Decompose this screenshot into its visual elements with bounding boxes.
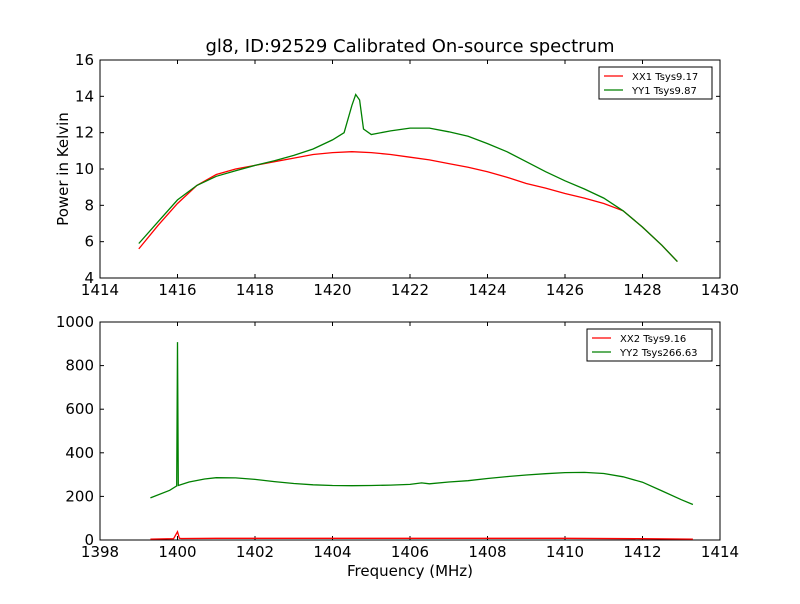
y-tick-label: 400 xyxy=(65,444,94,462)
y-tick-label: 10 xyxy=(75,160,94,178)
x-tick-label: 1428 xyxy=(623,281,661,299)
y-tick-label: 0 xyxy=(84,531,94,549)
y-tick-label: 1000 xyxy=(56,313,94,331)
y-tick-label: 12 xyxy=(75,124,94,142)
y-tick-label: 6 xyxy=(84,233,94,251)
x-tick-label: 1416 xyxy=(158,281,196,299)
x-tick-label: 1418 xyxy=(236,281,274,299)
x-tick-label: 1412 xyxy=(623,543,661,561)
y-tick-label: 200 xyxy=(65,487,94,505)
series-line-xx1 xyxy=(138,151,678,263)
x-tick-label: 1400 xyxy=(158,543,196,561)
y-tick-label: 800 xyxy=(65,357,94,375)
y-axis-label: Power in Kelvin xyxy=(54,112,72,226)
x-tick-label: 1422 xyxy=(391,281,429,299)
x-tick-label: 1408 xyxy=(468,543,506,561)
x-tick-label: 1430 xyxy=(701,281,739,299)
legend-entry: YY1 Tsys9.87 xyxy=(631,86,697,97)
x-tick-label: 1402 xyxy=(236,543,274,561)
y-tick-label: 14 xyxy=(75,87,94,105)
x-axis-label: Frequency (MHz) xyxy=(347,562,473,580)
series-line-yy1 xyxy=(138,93,678,263)
legend-entry: XX2 Tsys9.16 xyxy=(620,334,686,345)
y-tick-label: 4 xyxy=(84,269,94,287)
x-tick-label: 1410 xyxy=(546,543,584,561)
y-tick-label: 16 xyxy=(75,51,94,69)
x-tick-label: 1414 xyxy=(81,281,119,299)
x-tick-label: 1414 xyxy=(701,543,739,561)
x-tick-label: 1406 xyxy=(391,543,429,561)
x-tick-label: 1426 xyxy=(546,281,584,299)
x-tick-label: 1398 xyxy=(81,543,119,561)
x-tick-label: 1404 xyxy=(313,543,351,561)
y-tick-label: 8 xyxy=(84,196,94,214)
legend-entry: YY2 Tsys266.63 xyxy=(619,348,698,359)
legend-entry: XX1 Tsys9.17 xyxy=(632,72,698,83)
chart-title: gl8, ID:92529 Calibrated On-source spect… xyxy=(205,36,614,57)
series-line-yy2 xyxy=(150,342,694,506)
x-tick-label: 1420 xyxy=(313,281,351,299)
y-tick-label: 600 xyxy=(65,400,94,418)
legend-box xyxy=(586,328,713,362)
legend-box xyxy=(598,66,713,100)
x-tick-label: 1424 xyxy=(468,281,506,299)
series-line-xx2 xyxy=(150,530,693,540)
